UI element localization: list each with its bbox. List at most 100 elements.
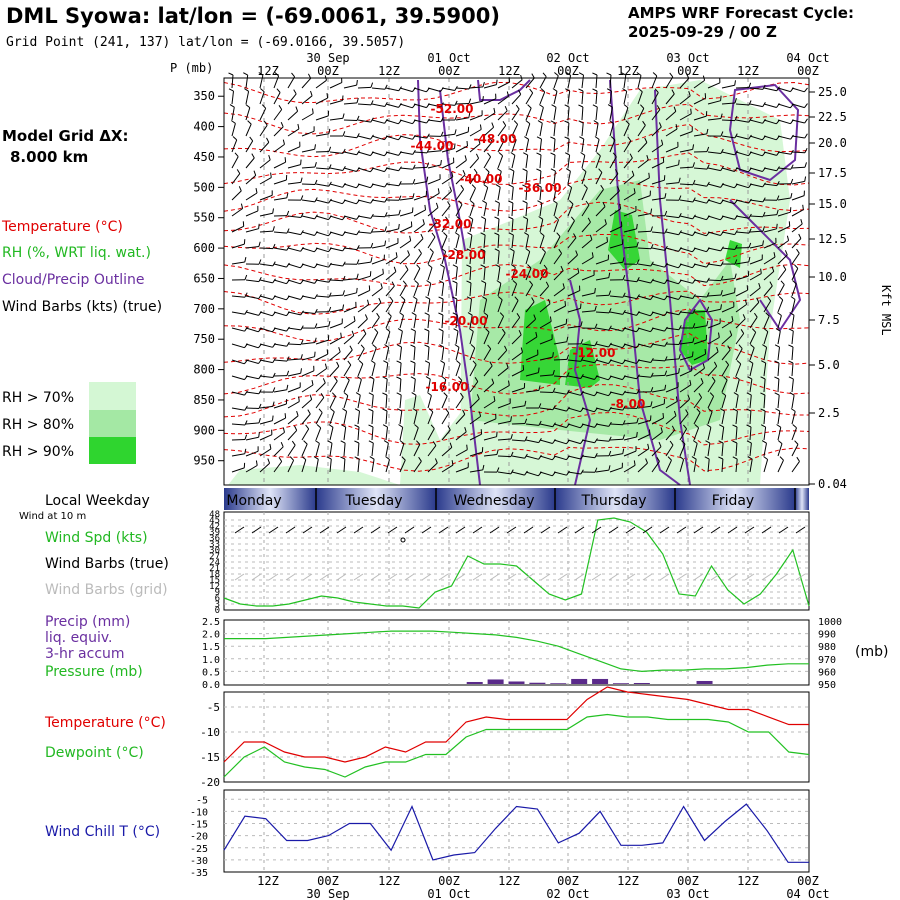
top-hour-label: 00Z	[438, 64, 460, 78]
wind-barb	[609, 208, 621, 217]
wind-barb-flag	[522, 216, 528, 220]
wind-barb	[609, 91, 612, 105]
wind-barb	[315, 215, 329, 221]
wind-barb-flag	[258, 223, 260, 229]
wind-barb-flag	[475, 153, 480, 159]
wind-barb-flag	[552, 352, 554, 358]
wind-barb	[623, 140, 632, 153]
wind-barb	[539, 235, 545, 249]
wind-barb	[567, 220, 575, 233]
wind-barb	[343, 231, 357, 236]
wind-barb	[329, 396, 337, 409]
wind-barb	[371, 332, 379, 345]
wind-barb-flag	[565, 168, 571, 172]
wind-barb	[413, 331, 416, 345]
temperature-contour-label: -28.00	[443, 248, 486, 262]
wind-barb-flag	[596, 152, 601, 157]
wind-barb	[581, 256, 594, 265]
wind-barb	[777, 411, 781, 425]
wind-barb	[497, 171, 502, 185]
wind-barb-flag	[564, 152, 570, 156]
wind-barb	[651, 197, 665, 201]
wind-barb	[609, 190, 620, 201]
wind-barb-flag	[342, 113, 345, 119]
wind-barb-flag	[356, 80, 358, 86]
surface-wind-barb	[251, 526, 262, 534]
wind-barb	[763, 119, 777, 125]
wind-barb	[273, 126, 284, 137]
wind-barb	[679, 428, 688, 441]
wind-barb	[371, 410, 374, 425]
wind-barb	[679, 311, 693, 314]
wind-barb	[595, 311, 610, 314]
wind-barb	[763, 167, 777, 172]
wind-barb-flag	[740, 329, 745, 334]
surface-wind-barb	[506, 526, 517, 534]
wind-barb-flag	[291, 440, 296, 446]
wind-barb	[357, 86, 372, 89]
cloud-outline-path	[609, 79, 681, 486]
wind-barb-flag	[706, 424, 712, 428]
wind-barb	[791, 379, 794, 393]
wind-barb-flag	[622, 434, 625, 440]
wind-barb	[665, 327, 679, 331]
wind-barb	[371, 395, 374, 409]
wind-barb	[567, 455, 581, 460]
wind-barb-flag	[580, 356, 584, 362]
wind-barb-flag	[382, 376, 388, 380]
surface-wind-barb	[591, 526, 602, 534]
wind-barb	[497, 299, 503, 313]
wind-barb-flag	[796, 248, 800, 254]
weekday-segment	[436, 488, 555, 510]
wind-barb	[273, 92, 281, 105]
wind-barb-flag	[606, 236, 608, 242]
wind-barb	[385, 443, 389, 457]
wind-barb-flag	[502, 121, 507, 126]
precip-bar	[633, 682, 650, 684]
wind-barb-flag	[396, 392, 402, 396]
wind-barb	[399, 226, 413, 233]
wind-barb-flag	[489, 137, 493, 143]
wind-barb-flag	[414, 424, 419, 429]
wind-barb	[651, 126, 662, 137]
wind-barb-flag	[516, 313, 521, 318]
wind-barb-flag	[482, 81, 485, 88]
wind-barb	[455, 396, 464, 409]
wind-barb-flag	[313, 456, 319, 460]
wind-barb	[371, 183, 385, 188]
wind-barb	[455, 145, 468, 153]
wind-barb	[735, 119, 749, 123]
wind-barb-flag	[469, 328, 474, 332]
wind-barb-flag	[368, 408, 374, 412]
wind-barb	[721, 334, 733, 345]
wind-barb	[511, 439, 526, 442]
wind-barb	[259, 343, 273, 348]
wind-barb-flag	[654, 88, 659, 93]
wind-barb-flag	[533, 314, 537, 320]
wind-barb	[791, 283, 797, 297]
wind-barb	[413, 461, 422, 473]
wind-barb	[595, 74, 598, 89]
wind-barb	[259, 405, 273, 409]
wind-barb-flag	[645, 458, 648, 464]
wind-barb	[791, 268, 799, 281]
wind-barb-flag	[314, 308, 318, 314]
wind-barb	[469, 469, 483, 473]
wind-barb-flag	[691, 456, 697, 460]
wind-barb-flag	[391, 281, 395, 287]
wind-barb	[441, 395, 448, 409]
wind-barb-flag	[720, 113, 723, 119]
wind-barb-flag	[438, 280, 444, 284]
wind-barb-flag	[258, 241, 261, 247]
wind-barb	[287, 358, 302, 361]
bottom-hour-label: 12Z	[617, 874, 639, 888]
wind-barb-flag	[384, 344, 389, 348]
wind-barb	[707, 215, 721, 221]
wind-barb	[287, 128, 300, 137]
wind-barb-flag	[263, 120, 268, 126]
wind-barb	[497, 283, 502, 297]
wind-barb	[763, 459, 769, 473]
surface-grid-barb	[421, 573, 432, 581]
wind-barb	[623, 311, 637, 316]
wind-barb-flag	[650, 208, 653, 214]
